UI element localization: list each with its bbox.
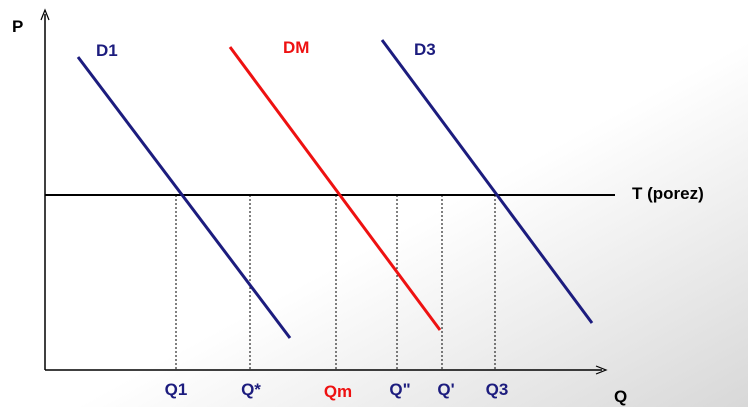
x-axis-label: Q bbox=[614, 387, 627, 406]
quantity-label: Q3 bbox=[486, 380, 509, 399]
drop-lines bbox=[175, 195, 496, 370]
y-arrow bbox=[40, 8, 50, 21]
quantity-label: Q* bbox=[241, 380, 261, 399]
curve-label: DM bbox=[283, 38, 309, 57]
tax-label: T (porez) bbox=[632, 184, 704, 203]
curve-d3 bbox=[380, 39, 594, 324]
quantity-label: Q" bbox=[389, 380, 410, 399]
quantity-label: Q1 bbox=[165, 380, 188, 399]
curve-label: D1 bbox=[96, 41, 118, 60]
curve-label: D3 bbox=[414, 40, 436, 59]
quantity-label: Qm bbox=[324, 382, 352, 401]
y-axis-label: P bbox=[12, 17, 23, 36]
quantity-label: Q' bbox=[437, 380, 454, 399]
x-arrow bbox=[595, 365, 608, 375]
curve-dm bbox=[228, 46, 442, 331]
curve-d1 bbox=[76, 56, 292, 339]
